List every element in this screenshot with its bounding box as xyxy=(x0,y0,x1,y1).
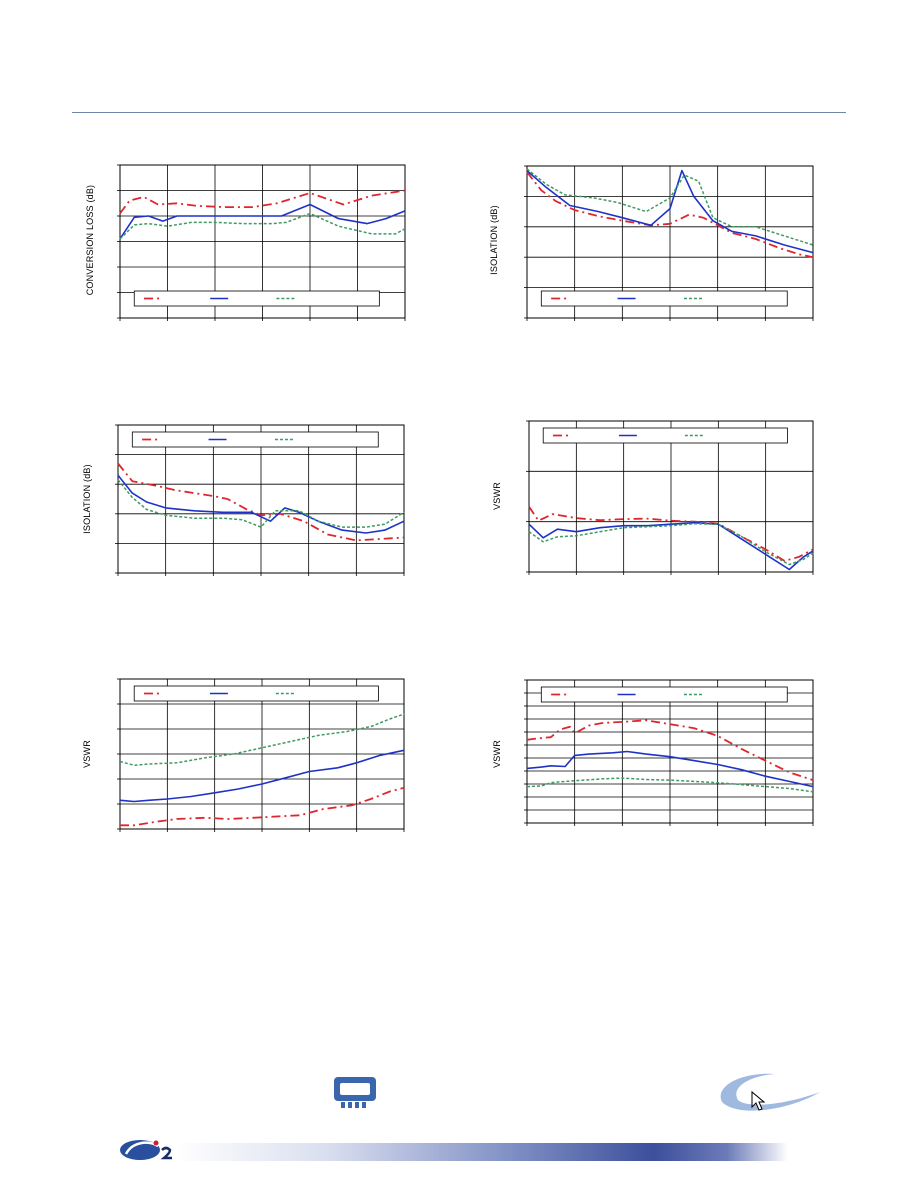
legend-box xyxy=(540,290,788,307)
y-axis-label: ISOLATION (dB) xyxy=(82,464,92,534)
plot-frame xyxy=(526,165,814,319)
series-line-2 xyxy=(119,749,405,803)
series-line-3 xyxy=(119,212,406,240)
legend-box xyxy=(540,686,788,703)
series-line-2 xyxy=(117,474,405,534)
series-line-2 xyxy=(119,203,406,240)
legend-box xyxy=(131,431,379,448)
legend-box xyxy=(133,685,379,702)
series-line-1 xyxy=(526,719,814,781)
legend-box xyxy=(542,427,788,444)
brand-logo-icon xyxy=(120,1140,172,1160)
y-axis-label: VSWR xyxy=(82,740,92,768)
header-rule xyxy=(72,112,846,113)
legend-box xyxy=(133,290,380,307)
series-line-3 xyxy=(526,777,814,793)
series-line-3 xyxy=(117,479,405,528)
y-axis-label: ISOLATION (dB) xyxy=(489,205,499,275)
chip-icon xyxy=(334,1077,376,1108)
series-line-1 xyxy=(117,462,405,542)
plot-frame xyxy=(119,164,406,319)
plot-frame xyxy=(526,679,814,824)
series-line-3 xyxy=(526,168,814,246)
plot-frame xyxy=(119,678,405,830)
series-line-2 xyxy=(528,521,814,571)
series-line-1 xyxy=(528,506,814,562)
series-line-1 xyxy=(119,189,406,215)
swoosh-logo-icon xyxy=(720,1073,820,1111)
y-axis-label: CONVERSION LOSS (dB) xyxy=(85,185,95,296)
plot-frame xyxy=(528,420,814,573)
series-line-3 xyxy=(528,522,814,566)
series-line-2 xyxy=(526,750,814,788)
series-line-1 xyxy=(120,786,405,827)
plot-frame xyxy=(117,424,405,574)
series-line-1 xyxy=(526,171,814,259)
y-axis-label: VSWR xyxy=(492,482,502,510)
footer-gradient-band xyxy=(176,1143,788,1161)
y-axis-label: VSWR xyxy=(492,740,502,768)
